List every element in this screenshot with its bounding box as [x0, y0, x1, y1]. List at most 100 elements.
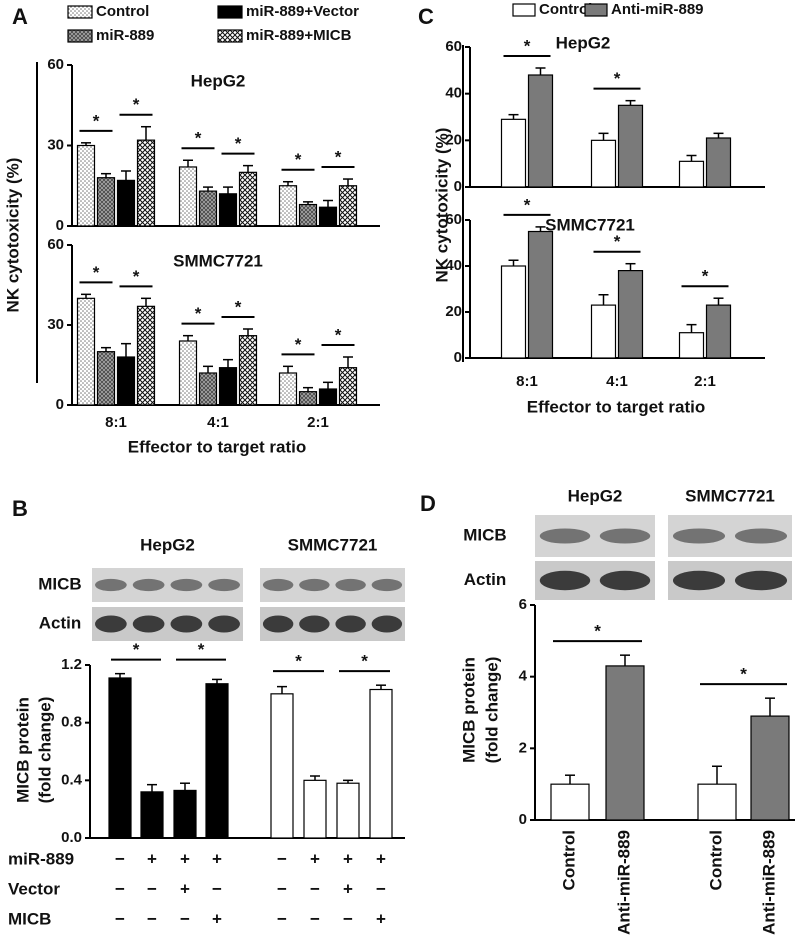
panel-letter: A [12, 4, 28, 29]
significance-label: * [524, 195, 531, 214]
bar [750, 715, 790, 821]
blot-band [539, 528, 591, 544]
condition-mark: − [376, 879, 386, 898]
bar [590, 139, 617, 188]
bar [338, 367, 358, 406]
legend-swatch [512, 3, 536, 17]
significance-label: * [133, 267, 140, 286]
legend-swatch [67, 5, 93, 19]
x-tick-label: 8:1 [516, 373, 538, 390]
blot-title: SMMC7721 [685, 486, 775, 505]
significance-label: * [614, 69, 621, 88]
condition-label: miR-889 [8, 849, 74, 868]
condition-mark: − [343, 909, 353, 928]
significance-label: * [524, 36, 531, 55]
blot-band [170, 615, 203, 633]
x-tick-label: Control [706, 830, 725, 890]
legend-label: miR-889 [96, 27, 154, 44]
bar [369, 688, 393, 839]
y-axis-label: MICB protein [459, 657, 478, 763]
condition-mark: − [212, 879, 222, 898]
y-axis-label: NK cytotoxicity (%) [432, 128, 451, 283]
blot-band [539, 570, 591, 591]
bar [278, 372, 298, 406]
bar [500, 118, 527, 188]
bar [198, 190, 218, 227]
significance-label: * [195, 129, 202, 148]
x-axis-label: Effector to target ratio [128, 437, 307, 456]
y-tick-label: 60 [47, 236, 64, 253]
bar [298, 203, 318, 227]
legend-label: Control [539, 1, 592, 18]
legend-swatch [67, 29, 93, 43]
bar [76, 297, 96, 406]
condition-mark: + [376, 909, 386, 928]
significance-label: * [295, 150, 302, 169]
y-axis-label: MICB protein [13, 697, 32, 803]
condition-mark: − [310, 909, 320, 928]
subplot-title: HepG2 [191, 71, 246, 90]
x-axis-label: Effector to target ratio [527, 397, 706, 416]
bar [705, 137, 732, 188]
y-tick-label: 30 [47, 136, 64, 153]
blot-band [170, 578, 203, 592]
bar [116, 356, 136, 406]
legend-label: Control [96, 3, 149, 20]
y-tick-label: 60 [445, 211, 462, 228]
x-tick-label: 4:1 [606, 373, 628, 390]
significance-label: * [235, 297, 242, 316]
bar [136, 305, 156, 406]
y-tick-label: 20 [445, 303, 462, 320]
condition-mark: − [180, 909, 190, 928]
subplot-title: SMMC7721 [173, 251, 263, 270]
significance-label: * [702, 267, 709, 286]
bar [173, 789, 197, 839]
y-tick-label: 0 [454, 349, 462, 366]
condition-mark: + [147, 849, 157, 868]
y-tick-label: 2 [519, 739, 527, 756]
condition-label: MICB [8, 909, 51, 928]
y-tick-label: 0.8 [61, 714, 82, 731]
condition-label: Vector [8, 879, 60, 898]
bar [108, 677, 132, 839]
significance-label: * [198, 640, 205, 659]
condition-mark: − [147, 909, 157, 928]
x-tick-label: Anti-miR-889 [759, 830, 778, 935]
significance-label: * [614, 232, 621, 251]
blot-band [371, 578, 403, 592]
significance-label: * [133, 95, 140, 114]
blot-title: HepG2 [140, 535, 195, 554]
y-tick-label: 0.0 [61, 829, 82, 846]
blot-label: MICB [463, 525, 506, 544]
blot-band [734, 528, 788, 544]
blot-band [132, 578, 165, 592]
y-tick-label: 20 [445, 131, 462, 148]
y-tick-label: 30 [47, 316, 64, 333]
condition-mark: − [310, 879, 320, 898]
subplot-title: HepG2 [556, 33, 611, 52]
bar [238, 335, 258, 406]
blot-band [599, 528, 651, 544]
significance-label: * [93, 263, 100, 282]
bar [605, 665, 645, 821]
significance-label: * [594, 622, 601, 641]
y-tick-label: 60 [47, 56, 64, 73]
bar [705, 304, 732, 359]
bar [617, 104, 644, 188]
condition-mark: − [277, 849, 287, 868]
condition-mark: + [376, 849, 386, 868]
panel-letter: D [420, 491, 436, 516]
blot-title: HepG2 [568, 486, 623, 505]
legend-label: miR-889+MICB [246, 27, 352, 44]
x-tick-label: 8:1 [105, 414, 127, 431]
bar [336, 782, 360, 839]
bar [178, 166, 198, 227]
blot-label: MICB [38, 574, 81, 593]
bar [96, 351, 116, 406]
bar [218, 193, 238, 227]
legend-swatch [584, 3, 608, 17]
blot-label: Actin [39, 613, 82, 632]
bar [318, 388, 338, 406]
x-tick-label: 2:1 [307, 414, 329, 431]
